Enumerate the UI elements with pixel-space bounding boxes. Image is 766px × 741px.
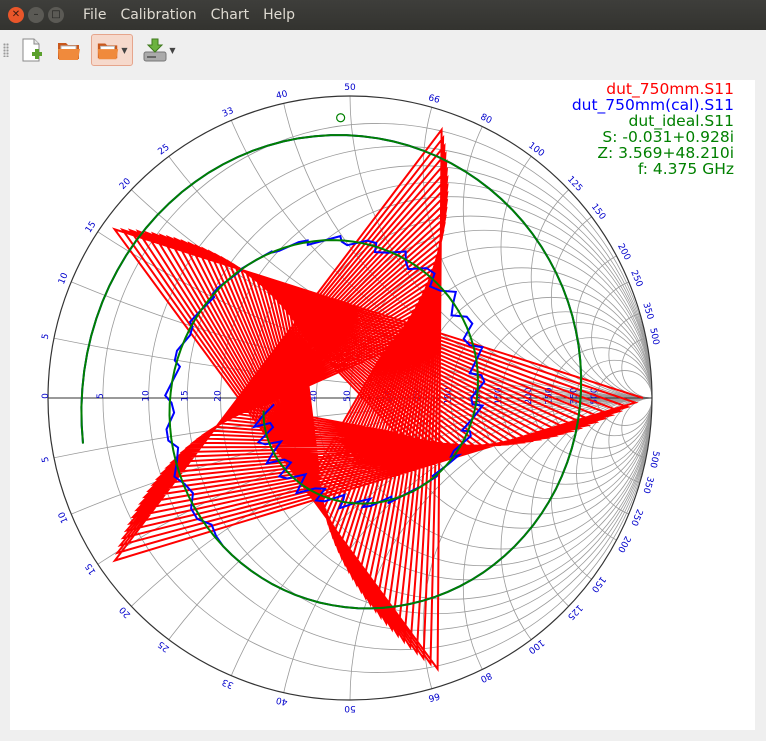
folder-open-icon (98, 43, 119, 60)
menu-bar: File Calibration Chart Help (76, 7, 302, 23)
reactance-tick-label: 100 (526, 637, 546, 655)
reactance-tick-label: 5 (41, 456, 52, 464)
reactance-tick-label: 33 (221, 106, 235, 120)
legend-trace-dut-ideal: dut_ideal.S11 (628, 112, 734, 130)
reactance-tick-label: 15 (84, 220, 99, 235)
toolbar-grip-handle[interactable] (3, 43, 9, 57)
menu-calibration[interactable]: Calibration (120, 7, 197, 23)
reactance-tick-label: 100 (526, 141, 546, 159)
legend-trace-dut-750mm-cal: dut_750mm(cal).S11 (571, 96, 734, 114)
reactance-tick-label: 10 (57, 271, 71, 286)
reactance-arc (500, 397, 652, 700)
reactance-tick-label: 150 (589, 574, 607, 594)
marker-frequency-readout: f: 4.375 GHz (637, 160, 734, 178)
reactance-tick-label: 25 (156, 143, 171, 158)
reactance-arc (500, 96, 652, 399)
reactance-arc (422, 96, 652, 399)
resistance-tick-label: 50 (343, 390, 353, 402)
reactance-tick-label: 10 (57, 510, 71, 525)
chevron-down-icon: ▼ (169, 45, 176, 55)
open-recent-button[interactable]: ▼ (91, 34, 133, 66)
chevron-down-icon: ▼ (121, 45, 128, 55)
marker-point (336, 113, 346, 123)
reactance-tick-label: 350 (640, 302, 654, 322)
reactance-arc (422, 397, 652, 700)
reactance-tick-label: 80 (479, 112, 494, 126)
new-document-icon (22, 38, 42, 62)
resistance-tick-label: 5 (96, 393, 106, 399)
reactance-tick-label: 40 (275, 694, 289, 706)
menu-chart[interactable]: Chart (210, 7, 250, 23)
close-window-button[interactable]: ✕ (8, 7, 24, 23)
smith-chart-panel[interactable]: 0 5 10 15 20 25 33 40 50 66 80 100 125 150 200 250 350 50… (10, 80, 755, 730)
trace-dut-750mm (111, 126, 644, 673)
menu-file[interactable]: File (83, 7, 107, 23)
resistance-tick-label: 350 (570, 387, 580, 404)
reactance-tick-label: 50 (344, 703, 356, 713)
toolbar: ▼ ▼ (0, 30, 766, 70)
reactance-tick-label: 5 (41, 333, 52, 341)
new-file-button[interactable] (15, 35, 47, 65)
folder-open-icon (58, 43, 80, 60)
smith-chart[interactable]: 0 5 10 15 20 25 33 40 50 66 80 100 125 150 200 250 350 50… (10, 80, 755, 730)
reactance-arc (576, 246, 652, 399)
menu-help[interactable]: Help (263, 7, 296, 23)
reactance-tick-label: 350 (640, 475, 654, 495)
reactance-arc (462, 397, 652, 700)
title-bar: ✕ – □ File Calibration Chart Help (0, 0, 766, 30)
reactance-tick-label: 33 (221, 676, 235, 690)
resistance-tick-label: 10 (142, 390, 152, 402)
minimize-window-button[interactable]: – (28, 7, 44, 23)
resistance-tick-label: 40 (309, 390, 319, 402)
reactance-tick-label: 66 (427, 93, 441, 106)
resistance-tick-label: 0 (41, 393, 51, 399)
reactance-arc (530, 155, 652, 399)
reactance-tick-label: 80 (478, 670, 493, 684)
resistance-tick-label: 200 (524, 387, 534, 404)
export-button[interactable]: ▼ (139, 35, 179, 65)
reactance-tick-label: 15 (84, 561, 99, 576)
trace-dut-ideal (80, 134, 583, 610)
marker-s-readout: S: -0.031+0.928i (602, 128, 734, 146)
reactance-arc (462, 96, 652, 399)
download-drive-icon (143, 38, 167, 62)
open-file-button[interactable] (53, 35, 85, 65)
reactance-tick-label: 500 (647, 450, 660, 469)
marker-z-readout: Z: 3.569+48.210i (597, 144, 734, 162)
resistance-tick-label: 15 (180, 390, 190, 401)
reactance-tick-label: 40 (275, 89, 289, 101)
reactance-tick-label: 150 (589, 202, 607, 222)
reactance-tick-label: 25 (156, 639, 171, 654)
legend-trace-dut-750mm: dut_750mm.S11 (606, 80, 734, 98)
chart-legend: dut_750mm.S11 dut_750mm(cal).S11 dut_ide… (572, 81, 734, 177)
reactance-arc (576, 397, 652, 550)
reactance-tick-label: 500 (647, 327, 660, 346)
reactance-tick-label: 66 (427, 690, 441, 703)
reactance-arc (530, 397, 652, 641)
maximize-window-button[interactable]: □ (48, 7, 64, 23)
reactance-tick-label: 50 (344, 83, 356, 93)
resistance-tick-label: 20 (214, 390, 224, 402)
